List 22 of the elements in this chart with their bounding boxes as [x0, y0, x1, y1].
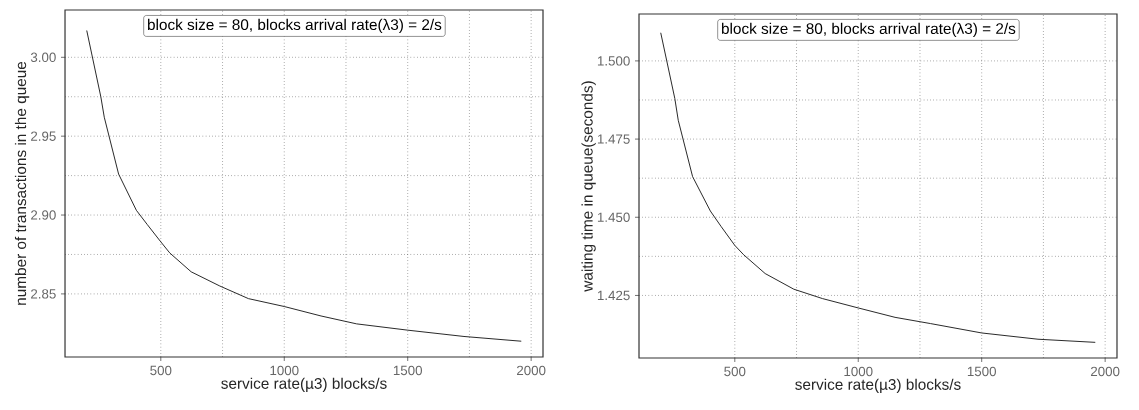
- y-tick-label: 1.475: [597, 134, 630, 144]
- x-tick-label: 1500: [967, 366, 996, 377]
- y-axis-title: waiting time in queue(seconds): [581, 81, 596, 292]
- y-tick-label: 2.90: [31, 210, 56, 220]
- x-tick-label: 500: [724, 366, 746, 377]
- y-tick-label: 1.425: [597, 290, 630, 301]
- x-tick-label: 2000: [516, 365, 546, 376]
- annotation: block size = 80, blocks arrival rate(λ3) = 2/s: [721, 22, 1016, 38]
- y-tick-label: 1.500: [597, 56, 630, 66]
- y-tick-label: 2.85: [31, 289, 56, 299]
- x-tick-label: 1000: [844, 366, 873, 377]
- x-tick-label: 500: [150, 365, 172, 376]
- x-axis-title: service rate(µ3) blocks/s: [795, 378, 961, 393]
- x-tick-label: 1500: [393, 365, 423, 376]
- y-tick-label: 1.450: [597, 212, 630, 222]
- annotation: block size = 80, blocks arrival rate(λ3) = 2/s: [148, 18, 442, 34]
- x-tick-label: 2000: [1090, 366, 1120, 377]
- y-tick-label: 3.00: [30, 52, 56, 63]
- y-tick-label: 2.95: [31, 131, 56, 141]
- x-axis-title: service rate(µ3) blocks/s: [221, 377, 387, 392]
- x-tick-label: 1000: [270, 365, 299, 376]
- y-axis-title: number of transactions in the queue: [14, 61, 30, 305]
